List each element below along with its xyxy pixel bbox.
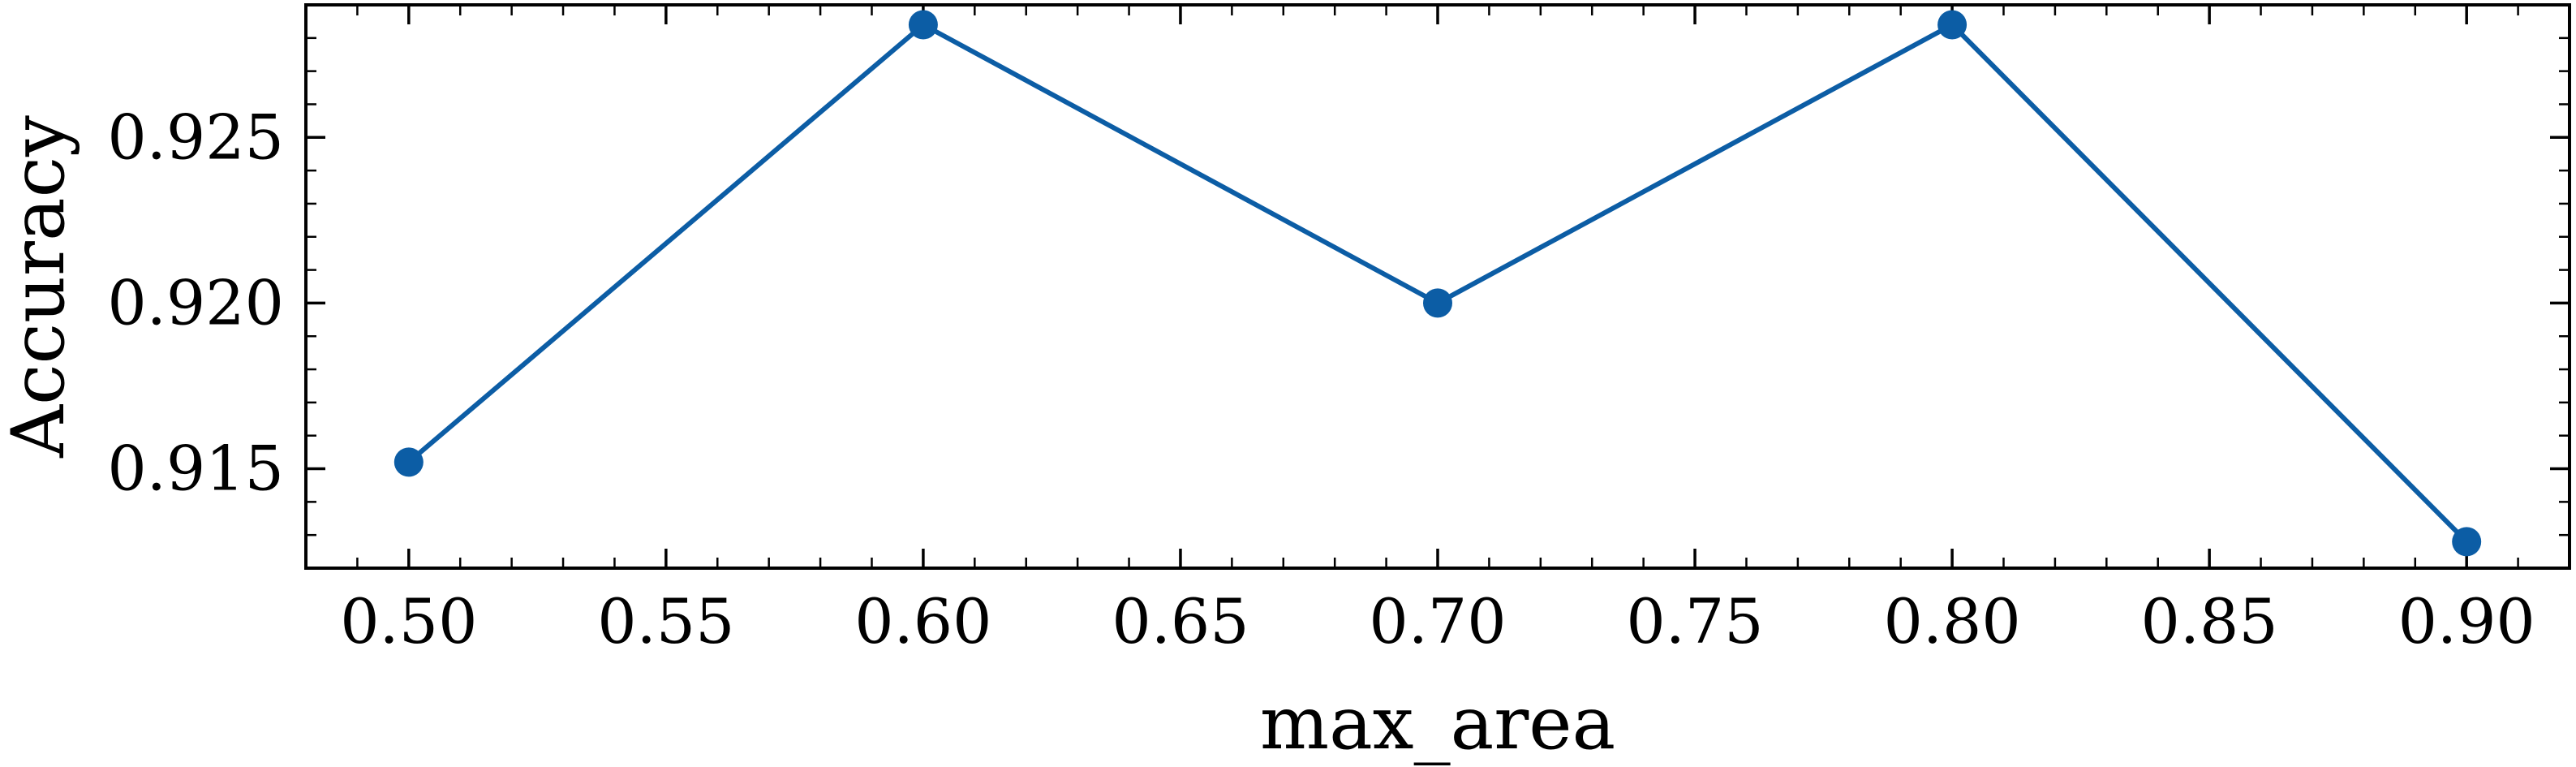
- series-layer: [393, 10, 2482, 557]
- y-tick-label: 0.920: [107, 266, 284, 338]
- x-axis-label: max_area: [1260, 681, 1615, 766]
- x-tick-label: 0.55: [597, 585, 734, 657]
- plot-frame: [304, 3, 2571, 570]
- x-tick-label: 0.50: [340, 585, 477, 657]
- x-tick-labels: 0.50 0.55 0.60 0.65 0.70 0.75 0.80 0.85 0.90: [340, 585, 2535, 657]
- x-tick-label: 0.70: [1369, 585, 1506, 657]
- data-point: [908, 10, 938, 40]
- x-tick-label: 0.90: [2398, 585, 2535, 657]
- y-axis-label: Accuracy: [0, 115, 81, 459]
- y-tick-label: 0.915: [107, 433, 284, 505]
- x-tick-label: 0.65: [1112, 585, 1249, 657]
- data-point: [1423, 288, 1452, 318]
- data-point: [2452, 527, 2482, 557]
- x-tick-label: 0.75: [1626, 585, 1763, 657]
- tick-marks: [306, 5, 2570, 568]
- series-line: [406, 22, 2469, 544]
- x-tick-label: 0.85: [2141, 585, 2278, 657]
- data-point: [393, 447, 424, 477]
- data-point: [1937, 10, 1967, 40]
- y-tick-labels: 0.915 0.920 0.925: [107, 101, 284, 504]
- x-tick-label: 0.60: [854, 585, 991, 657]
- x-tick-label: 0.80: [1883, 585, 2020, 657]
- y-tick-label: 0.925: [107, 101, 284, 173]
